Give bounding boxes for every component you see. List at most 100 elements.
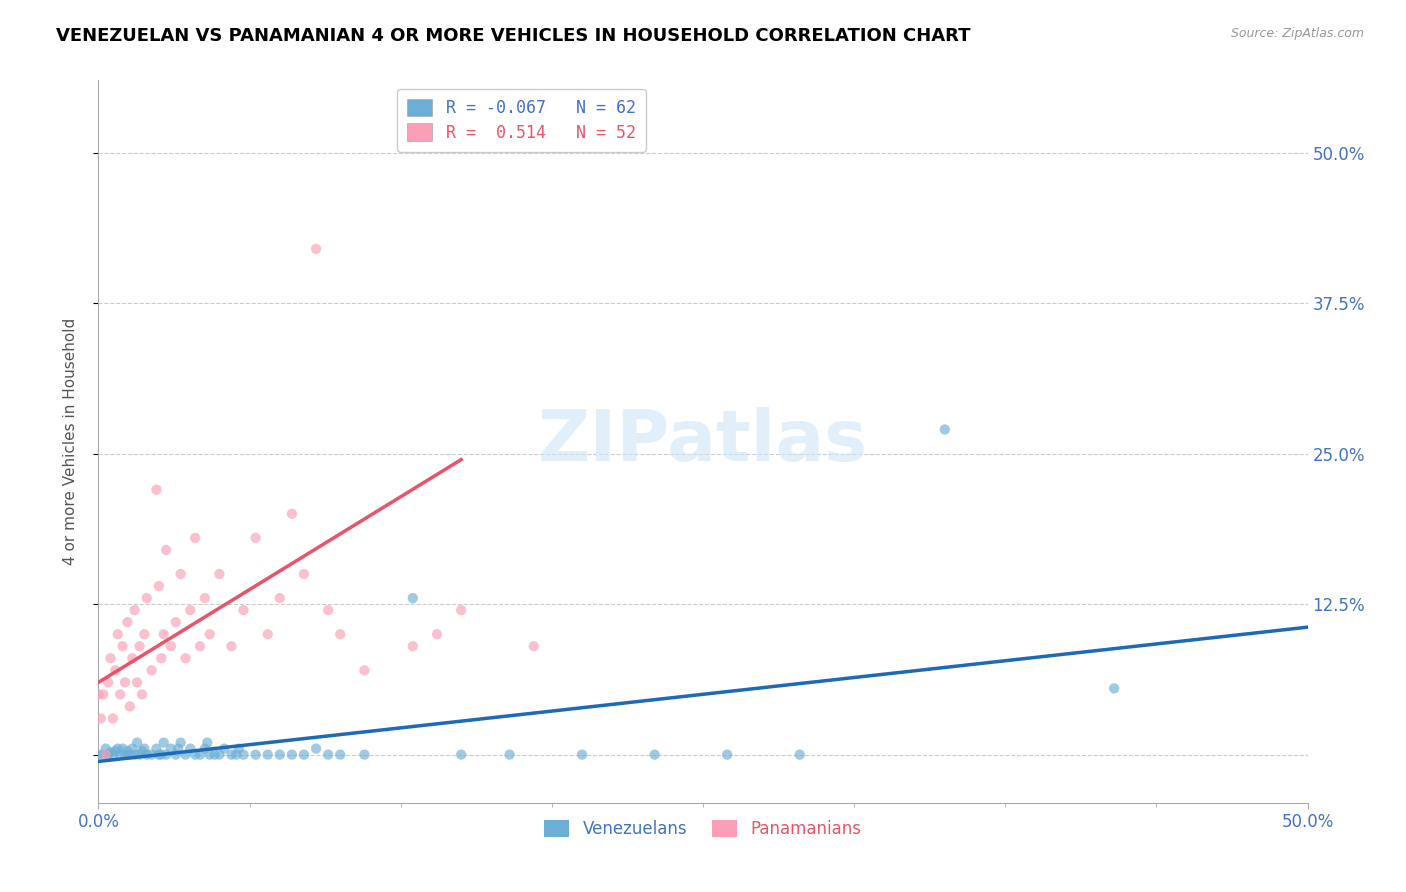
Point xyxy=(245,747,267,762)
Point xyxy=(292,567,315,582)
Point xyxy=(87,747,110,762)
Point xyxy=(135,591,157,606)
Point xyxy=(221,747,243,762)
Point xyxy=(108,687,131,701)
Point xyxy=(208,567,231,582)
Point xyxy=(117,615,139,630)
Point xyxy=(94,747,117,762)
Point xyxy=(124,603,146,617)
Point xyxy=(221,639,243,653)
Point xyxy=(426,627,449,641)
Point xyxy=(571,747,593,762)
Point xyxy=(269,591,291,606)
Point xyxy=(281,507,304,521)
Point xyxy=(198,747,221,762)
Point xyxy=(127,675,149,690)
Point xyxy=(91,747,114,762)
Point xyxy=(111,639,134,653)
Text: VENEZUELAN VS PANAMANIAN 4 OR MORE VEHICLES IN HOUSEHOLD CORRELATION CHART: VENEZUELAN VS PANAMANIAN 4 OR MORE VEHIC… xyxy=(56,27,970,45)
Point xyxy=(87,687,110,701)
Point xyxy=(114,675,136,690)
Legend: Venezuelans, Panamanians: Venezuelans, Panamanians xyxy=(537,814,869,845)
Point xyxy=(135,747,157,762)
Point xyxy=(152,627,174,641)
Point xyxy=(134,627,156,641)
Point xyxy=(90,712,112,726)
Point xyxy=(498,747,520,762)
Point xyxy=(124,747,146,762)
Point xyxy=(155,542,177,557)
Point xyxy=(208,747,231,762)
Point xyxy=(450,747,472,762)
Point xyxy=(188,639,211,653)
Point xyxy=(121,741,143,756)
Point xyxy=(104,664,127,678)
Point xyxy=(174,651,197,665)
Point xyxy=(402,591,425,606)
Point xyxy=(523,639,546,653)
Point xyxy=(179,741,201,756)
Y-axis label: 4 or more Vehicles in Household: 4 or more Vehicles in Household xyxy=(63,318,77,566)
Point xyxy=(305,741,328,756)
Point xyxy=(934,423,956,437)
Point xyxy=(121,651,143,665)
Point xyxy=(169,735,191,749)
Point xyxy=(353,664,375,678)
Point xyxy=(353,747,375,762)
Point xyxy=(245,531,267,545)
Point xyxy=(316,747,339,762)
Point xyxy=(160,741,183,756)
Point xyxy=(134,741,156,756)
Point xyxy=(195,735,218,749)
Point xyxy=(789,747,811,762)
Point xyxy=(111,741,134,756)
Point xyxy=(150,651,173,665)
Point xyxy=(148,579,170,593)
Point xyxy=(281,747,304,762)
Point xyxy=(232,747,254,762)
Point xyxy=(188,747,211,762)
Point xyxy=(292,747,315,762)
Text: Source: ZipAtlas.com: Source: ZipAtlas.com xyxy=(1230,27,1364,40)
Point xyxy=(118,747,141,762)
Point xyxy=(94,741,117,756)
Point xyxy=(329,747,352,762)
Point xyxy=(184,531,207,545)
Point xyxy=(150,747,173,762)
Point xyxy=(108,747,131,762)
Point xyxy=(305,242,328,256)
Point xyxy=(114,747,136,762)
Point xyxy=(104,744,127,758)
Point xyxy=(232,603,254,617)
Point xyxy=(716,747,738,762)
Point xyxy=(179,603,201,617)
Point xyxy=(167,741,190,756)
Point xyxy=(194,741,217,756)
Point xyxy=(165,747,187,762)
Point xyxy=(141,664,163,678)
Point xyxy=(194,591,217,606)
Point xyxy=(256,627,278,641)
Text: ZIPatlas: ZIPatlas xyxy=(538,407,868,476)
Point xyxy=(97,675,120,690)
Point xyxy=(269,747,291,762)
Point xyxy=(184,747,207,762)
Point xyxy=(198,627,221,641)
Point xyxy=(169,567,191,582)
Point xyxy=(174,747,197,762)
Point xyxy=(118,699,141,714)
Point xyxy=(100,651,122,665)
Point xyxy=(225,747,247,762)
Point xyxy=(101,747,124,762)
Point xyxy=(101,712,124,726)
Point xyxy=(152,735,174,749)
Point xyxy=(131,687,153,701)
Point xyxy=(97,747,120,762)
Point xyxy=(91,687,114,701)
Point xyxy=(160,639,183,653)
Point xyxy=(1102,681,1125,696)
Point xyxy=(100,745,122,759)
Point xyxy=(128,639,150,653)
Point xyxy=(127,735,149,749)
Point xyxy=(644,747,666,762)
